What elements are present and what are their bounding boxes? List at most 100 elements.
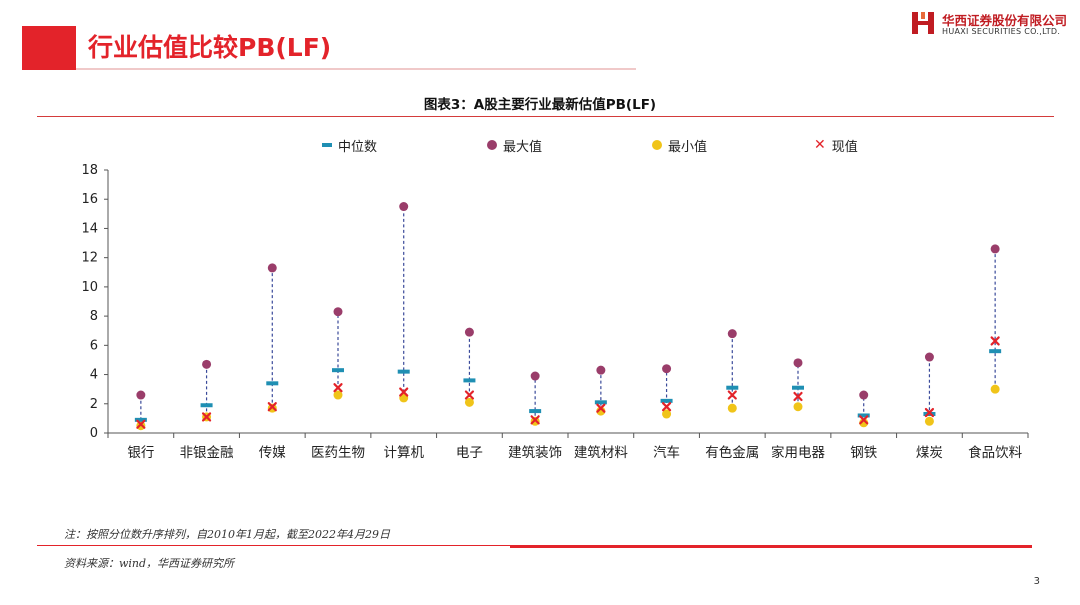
current-marker [530,415,540,425]
x-tick-label: 计算机 [383,445,424,461]
min-point [990,384,1000,394]
max-point [662,364,672,374]
max-point [793,358,803,368]
legend-min-marker [652,140,662,150]
median-marker [792,385,804,390]
current-marker [661,402,672,412]
y-tick-label: 10 [81,280,98,295]
page-title: 行业估值比较PB(LF) [88,33,332,62]
current-marker-stroke [267,402,277,412]
logo-company-name-cn: 华西证券股份有限公司 [942,13,1068,28]
max-point [990,244,1000,254]
x-tick-label: 钢铁 [850,445,877,461]
current-marker [793,391,803,402]
x-tick-label: 汽车 [653,444,680,461]
current-marker-stroke [136,419,146,429]
page-number: 3 [1033,576,1040,587]
current-marker-stroke [727,390,737,400]
max-point [136,390,146,400]
legend-median-label: 中位数 [338,139,378,155]
median-marker [463,378,476,383]
max-point [464,327,474,337]
source-note: 资料来源：wind，华西证券研究所 [64,557,235,570]
x-tick-label: 医药生物 [311,445,365,461]
x-tick-label: 煤炭 [916,445,943,461]
median-marker [332,368,344,373]
x-tick-label: 建筑装饰 [508,445,562,461]
max-point [267,263,277,273]
min-point [924,416,934,426]
y-tick-label: 18 [81,163,98,178]
max-point [596,365,606,375]
figure-title: 图表3：A股主要行业最新估值PB(LF) [423,97,657,113]
current-marker-stroke [990,336,1000,346]
current-marker-stroke [530,415,540,425]
chart-legend: 中位数 最大值 最小值 ✕ 现值 [0,135,1080,155]
x-tick-label: 有色金属 [705,444,759,461]
median-marker [200,403,213,408]
current-marker-stroke [793,391,803,402]
max-point [924,352,934,362]
current-marker [859,415,869,425]
current-marker-stroke [399,387,409,397]
min-point [793,402,803,412]
current-marker [399,387,409,397]
y-tick-label: 2 [90,397,98,412]
title-accent-block [22,26,76,70]
max-point [202,359,212,369]
current-marker-stroke [859,415,869,425]
y-tick-label: 8 [90,309,98,324]
current-marker [201,412,212,422]
current-marker [924,407,935,418]
current-marker-stroke [596,403,606,413]
huaxi-logo-icon [912,12,934,34]
legend-current-marker: ✕ [814,137,826,153]
x-tick-label: 建筑材料 [574,445,628,461]
company-logo: 华西证券股份有限公司 HUAXI SECURITIES CO.,LTD. [910,10,1075,40]
current-marker [136,419,146,429]
current-marker [596,403,606,413]
min-point [596,406,606,416]
median-marker [594,400,607,405]
max-point [859,390,869,400]
legend-min-label: 最小值 [668,139,708,155]
footer-rule-accent [510,545,1032,548]
min-point [333,390,343,400]
legend-max-label: 最大值 [503,139,543,155]
x-tick-label: 非银金融 [180,445,234,461]
median-marker [857,413,870,418]
current-marker [990,336,1000,346]
min-point [662,409,672,419]
y-tick-label: 16 [81,192,98,207]
median-marker [134,417,147,422]
y-tick-label: 12 [81,251,98,266]
max-point [727,329,737,339]
footnote: 注：按照分位数升序排列，自2010年1月起，截至2022年4月29日 [64,528,390,541]
min-point [727,403,737,413]
y-tick-label: 0 [90,426,98,441]
x-tick-label: 传媒 [259,445,286,461]
x-tick-label: 食品饮料 [968,444,1022,461]
legend-item-min: 最小值 [652,135,707,155]
y-tick-label: 14 [81,221,98,236]
title-underline [76,68,636,70]
current-marker [333,383,343,393]
y-tick-label: 4 [90,368,98,383]
current-marker-stroke [464,390,475,400]
median-marker [726,385,739,390]
median-marker [266,381,279,386]
median-marker [660,398,673,403]
legend-item-median: 中位数 [322,135,377,155]
pb-valuation-chart: 0 2 4 6 8 10 12 14 16 18 银行 非银金融 传媒 医药生物 计算机 电子 建筑装饰 建筑材料… [81,163,1029,461]
max-point [333,307,343,317]
median-marker [989,349,1002,354]
current-marker-stroke [201,412,212,422]
x-tick-label: 家用电器 [771,444,825,461]
legend-median-marker [322,143,332,147]
legend-max-marker [487,140,497,150]
x-tick-label: 电子 [456,445,483,461]
legend-item-current: ✕ 现值 [814,135,858,155]
legend-current-label: 现值 [831,139,858,155]
legend-item-max: 最大值 [487,135,542,155]
figure-title-rule [37,116,1054,117]
